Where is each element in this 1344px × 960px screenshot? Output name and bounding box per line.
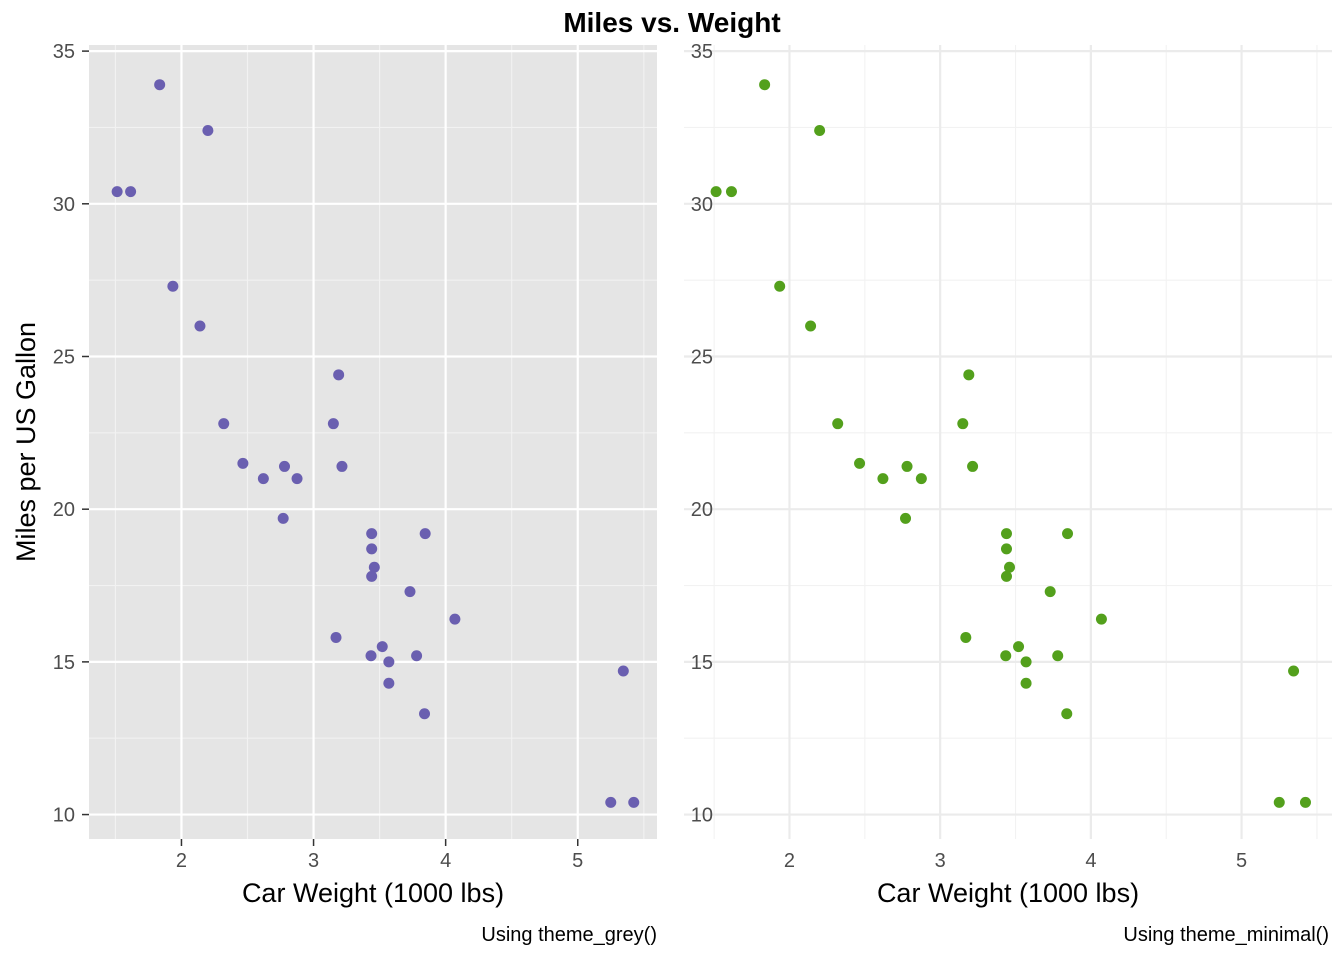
main-title: Miles vs. Weight xyxy=(563,7,780,38)
x-tick-label: 4 xyxy=(1085,850,1096,872)
scatter-point xyxy=(774,280,786,292)
scatter-point xyxy=(967,460,979,472)
scatter-point xyxy=(1052,650,1064,662)
panel-background xyxy=(89,45,657,839)
scatter-point xyxy=(759,79,771,91)
scatter-point xyxy=(366,543,378,555)
scatter-point xyxy=(877,473,889,485)
scatter-point xyxy=(411,650,423,662)
scatter-point xyxy=(1000,650,1012,662)
x-tick-label: 2 xyxy=(176,850,187,872)
scatter-point xyxy=(805,320,817,332)
scatter-point xyxy=(194,320,206,332)
scatter-point xyxy=(330,631,342,643)
scatter-point xyxy=(1013,641,1025,653)
scatter-point xyxy=(366,570,378,582)
scatter-point xyxy=(278,460,290,472)
scatter-point xyxy=(1004,561,1016,573)
scatter-point xyxy=(419,528,431,540)
panel-caption: Using theme_minimal() xyxy=(1123,924,1329,946)
scatter-point xyxy=(605,796,617,808)
y-tick-label: 10 xyxy=(53,805,75,827)
y-tick-label: 20 xyxy=(53,499,75,521)
scatter-point xyxy=(710,186,722,198)
scatter-point xyxy=(237,457,249,469)
scatter-point xyxy=(449,613,461,625)
x-tick-label: 5 xyxy=(572,850,583,872)
left-panel-grey-theme: 2 3 4 5 10 15 20 25 30 35 Car Weight (1000 lbs) Mil… xyxy=(11,41,657,946)
scatter-point xyxy=(111,186,123,198)
scatter-point xyxy=(725,186,737,198)
scatter-point xyxy=(327,418,339,430)
scatter-point xyxy=(915,473,927,485)
right-panel-minimal-theme: 2 3 4 5 10 15 20 25 30 35 Car Weight (1000 lbs) Usi… xyxy=(684,41,1332,946)
y-tick-label: 30 xyxy=(53,194,75,216)
y-tick-label: 25 xyxy=(691,346,713,368)
scatter-point xyxy=(1062,528,1074,540)
scatter-point xyxy=(277,512,289,524)
scatter-point xyxy=(218,418,230,430)
scatter-point xyxy=(154,79,166,91)
scatter-point xyxy=(404,586,416,598)
panel-background xyxy=(684,45,1332,839)
x-axis-title: Car Weight (1000 lbs) xyxy=(877,878,1139,908)
scatter-point xyxy=(617,665,629,677)
scatter-point xyxy=(1095,613,1107,625)
scatter-point xyxy=(1273,796,1285,808)
scatter-point xyxy=(333,369,345,381)
scatter-point xyxy=(383,677,395,689)
scatter-point xyxy=(957,418,969,430)
scatter-point xyxy=(368,561,380,573)
scatter-point xyxy=(1288,665,1300,677)
scatter-point xyxy=(628,796,640,808)
x-tick-label: 5 xyxy=(1236,850,1247,872)
y-tick-label: 35 xyxy=(691,41,713,63)
scatter-point xyxy=(366,528,378,540)
scatter-point xyxy=(854,457,866,469)
panel-caption: Using theme_grey() xyxy=(481,924,657,946)
x-tick-label: 3 xyxy=(308,850,319,872)
scatter-point xyxy=(1000,543,1012,555)
scatter-point xyxy=(1061,708,1073,720)
scatter-point xyxy=(419,708,431,720)
scatter-point xyxy=(900,512,912,524)
scatter-point xyxy=(960,631,972,643)
y-tick-label: 35 xyxy=(53,41,75,63)
y-tick-label: 25 xyxy=(53,346,75,368)
y-tick-label: 15 xyxy=(53,652,75,674)
scatter-point xyxy=(1000,570,1012,582)
scatter-point xyxy=(167,280,179,292)
y-tick-label: 20 xyxy=(691,499,713,521)
scatter-point xyxy=(1020,677,1032,689)
scatter-point xyxy=(383,656,395,668)
scatter-point xyxy=(336,460,348,472)
y-tick-label: 10 xyxy=(691,805,713,827)
scatter-point xyxy=(202,125,214,137)
scatter-point xyxy=(1000,528,1012,540)
scatter-point xyxy=(376,641,388,653)
scatter-point xyxy=(1299,796,1311,808)
y-axis-title: Miles per US Gallon xyxy=(11,322,41,562)
scatter-point xyxy=(963,369,975,381)
scatter-point xyxy=(291,473,303,485)
x-tick-label: 2 xyxy=(784,850,795,872)
x-tick-label: 4 xyxy=(440,850,451,872)
x-tick-label: 3 xyxy=(935,850,946,872)
scatter-point xyxy=(1044,586,1056,598)
scatter-point xyxy=(814,125,826,137)
x-axis-title: Car Weight (1000 lbs) xyxy=(242,878,504,908)
y-tick-label: 15 xyxy=(691,652,713,674)
scatter-point xyxy=(1020,656,1032,668)
scatter-point xyxy=(125,186,137,198)
scatter-point xyxy=(901,460,913,472)
y-tick-label: 30 xyxy=(691,194,713,216)
scatter-point xyxy=(832,418,844,430)
scatter-point xyxy=(365,650,377,662)
scatter-point xyxy=(257,473,269,485)
